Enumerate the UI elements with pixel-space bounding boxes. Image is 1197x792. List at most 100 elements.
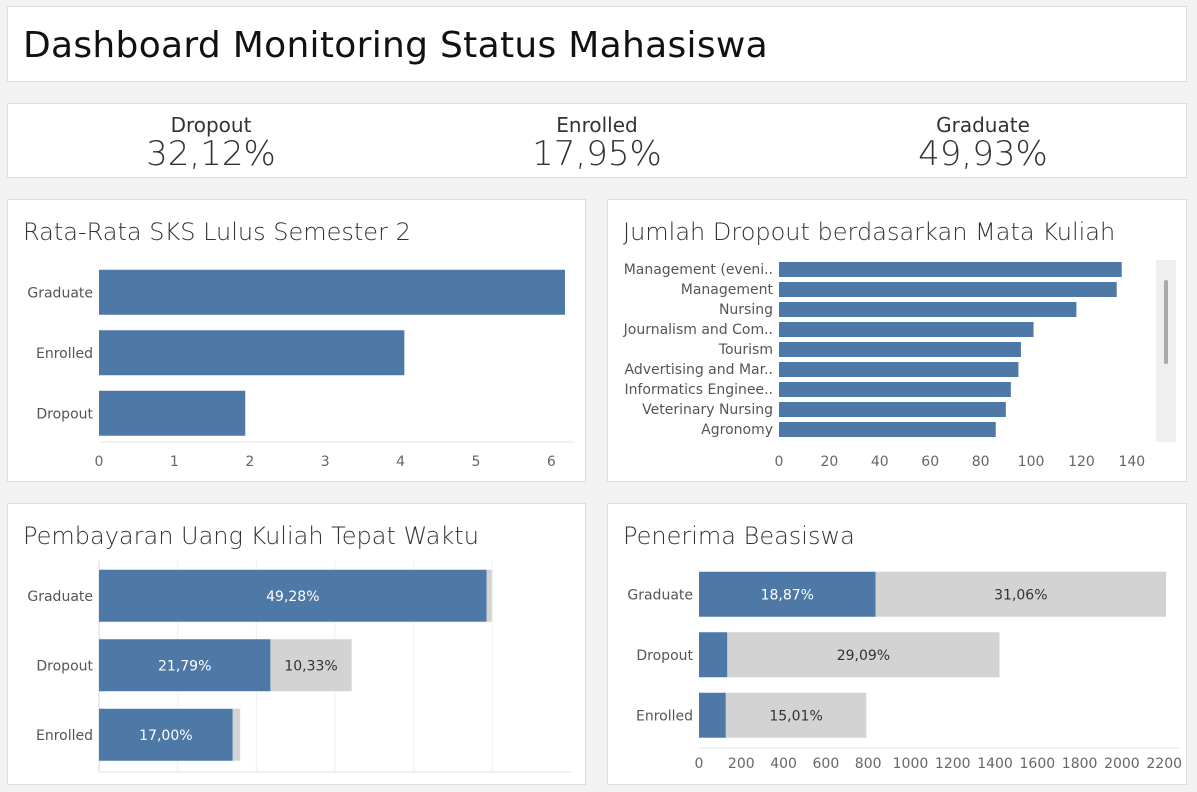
bar-scholarship-graduate — [699, 571, 876, 617]
data-label: 29,09% — [837, 648, 890, 664]
kpi-graduate-label: Graduate — [936, 113, 1030, 137]
category-label: Dropout — [36, 406, 93, 422]
chart-dropout-by-course: Management (eveni.. Management Nursing Jour… — [607, 199, 1187, 482]
bar-dropout — [99, 390, 246, 436]
page-title: Dashboard Monitoring Status Mahasiswa — [23, 25, 768, 66]
x-tick-label: 6 — [547, 454, 556, 470]
category-label: Journalism and Com.. — [623, 322, 773, 338]
kpi-panel: Dropout 32,12% Enrolled 17,95% Graduate … — [7, 103, 1187, 178]
data-label: 17,00% — [139, 728, 192, 744]
bar-course — [779, 302, 1077, 317]
x-tick-label: 4 — [396, 454, 405, 470]
bar-course — [779, 422, 996, 437]
chart-tuition-svg: 49,28% Graduate 21,79% 10,33% Dropout 17,00% E… — [27, 561, 571, 773]
bar-graduate — [99, 269, 565, 315]
x-tick-label: 1 — [170, 454, 179, 470]
chart-sks-title: Rata-Rata SKS Lulus Semester 2 — [23, 218, 411, 246]
x-tick-label: 2200 — [1146, 756, 1182, 772]
x-tick-label: 80 — [972, 454, 990, 470]
kpi-graduate: Graduate 49,93% — [833, 114, 1133, 172]
chart-dropout-course-svg: Management (eveni.. Management Nursing Jour… — [623, 260, 1176, 470]
category-label: Management (eveni.. — [624, 262, 773, 278]
kpi-dropout-label: Dropout — [170, 113, 252, 137]
category-label: Enrolled — [36, 346, 93, 362]
x-tick-label: 1800 — [1062, 756, 1098, 772]
x-tick-label: 0 — [695, 756, 704, 772]
scrollbar-thumb[interactable] — [1164, 280, 1168, 364]
data-label: 10,33% — [284, 658, 337, 674]
bar-late-graduate — [486, 569, 492, 622]
x-tick-label: 1200 — [935, 756, 971, 772]
title-panel: Dashboard Monitoring Status Mahasiswa — [7, 6, 1187, 82]
chart-sks-svg: Graduate Enrolled Dropout 0 1 2 3 4 5 6 — [27, 269, 574, 470]
chart-tuition-on-time: 49,28% Graduate 21,79% 10,33% Dropout 17,00% E… — [7, 503, 586, 785]
x-tick-label: 140 — [1118, 454, 1145, 470]
bar-late-dropout — [270, 639, 352, 692]
category-label: Graduate — [27, 285, 93, 301]
category-label: Graduate — [27, 589, 93, 605]
data-label: 15,01% — [769, 708, 822, 724]
x-tick-label: 2 — [245, 454, 254, 470]
bar-course — [779, 402, 1006, 417]
kpi-dropout: Dropout 32,12% — [61, 114, 361, 172]
chart-scholarship: 18,87% 31,06% Graduate 29,09% Dropout 15,01% E… — [607, 503, 1187, 785]
bar-course — [779, 262, 1122, 277]
bar-no-scholarship-dropout — [727, 632, 1000, 678]
x-tick-label: 0 — [95, 454, 104, 470]
x-tick-label: 400 — [770, 756, 797, 772]
x-tick-label: 20 — [820, 454, 838, 470]
bar-course — [779, 382, 1011, 397]
data-label: 49,28% — [266, 589, 319, 605]
data-label: 31,06% — [994, 587, 1047, 603]
chart-tuition-title: Pembayaran Uang Kuliah Tepat Waktu — [23, 522, 479, 550]
category-label: Enrolled — [36, 728, 93, 744]
category-label: Management — [681, 282, 774, 298]
bar-late-enrolled — [232, 708, 241, 761]
x-tick-label: 1000 — [893, 756, 929, 772]
kpi-dropout-value: 32,12% — [146, 134, 276, 174]
category-label: Advertising and Mar.. — [625, 362, 773, 378]
kpi-graduate-value: 49,93% — [918, 134, 1048, 174]
category-label: Informatics Enginee.. — [624, 382, 773, 398]
chart-dropout-course-title: Jumlah Dropout berdasarkan Mata Kuliah — [623, 218, 1116, 246]
bar-course — [779, 282, 1117, 297]
bar-on-time-graduate — [99, 569, 487, 622]
category-label: Agronomy — [701, 422, 773, 438]
category-label: Dropout — [636, 648, 693, 664]
x-tick-label: 60 — [921, 454, 939, 470]
category-label: Graduate — [627, 587, 693, 603]
chart-scholarship-svg: 18,87% 31,06% Graduate 29,09% Dropout 15,01% E… — [627, 571, 1182, 772]
x-tick-label: 3 — [321, 454, 330, 470]
bar-no-scholarship-graduate — [875, 571, 1167, 617]
bar-no-scholarship-enrolled — [725, 692, 867, 738]
x-tick-label: 100 — [1018, 454, 1045, 470]
bar-enrolled — [99, 330, 405, 376]
bar-course — [779, 342, 1021, 357]
x-tick-label: 0 — [775, 454, 784, 470]
x-tick-label: 600 — [813, 756, 840, 772]
x-tick-label: 5 — [472, 454, 481, 470]
x-tick-label: 2000 — [1104, 756, 1140, 772]
x-tick-label: 1600 — [1020, 756, 1056, 772]
data-label: 18,87% — [761, 587, 814, 603]
x-tick-label: 1400 — [977, 756, 1013, 772]
bar-course — [779, 322, 1034, 337]
bar-on-time-dropout — [99, 639, 271, 692]
kpi-enrolled: Enrolled 17,95% — [447, 114, 747, 172]
kpi-enrolled-value: 17,95% — [532, 134, 662, 174]
x-tick-label: 800 — [855, 756, 882, 772]
x-tick-label: 200 — [728, 756, 755, 772]
x-tick-label: 120 — [1068, 454, 1095, 470]
x-tick-label: 40 — [871, 454, 889, 470]
category-label: Tourism — [718, 342, 773, 358]
chart-sks-semester-2: Graduate Enrolled Dropout 0 1 2 3 4 5 6 Rata-Rata… — [7, 199, 586, 482]
data-label: 21,79% — [158, 658, 211, 674]
category-label: Nursing — [719, 302, 773, 318]
bar-scholarship-dropout — [699, 632, 728, 678]
bar-on-time-enrolled — [99, 708, 233, 761]
chart-scholarship-title: Penerima Beasiswa — [623, 522, 855, 550]
bar-course — [779, 362, 1019, 377]
category-label: Enrolled — [636, 708, 693, 724]
category-label: Dropout — [36, 658, 93, 674]
kpi-enrolled-label: Enrolled — [556, 113, 638, 137]
